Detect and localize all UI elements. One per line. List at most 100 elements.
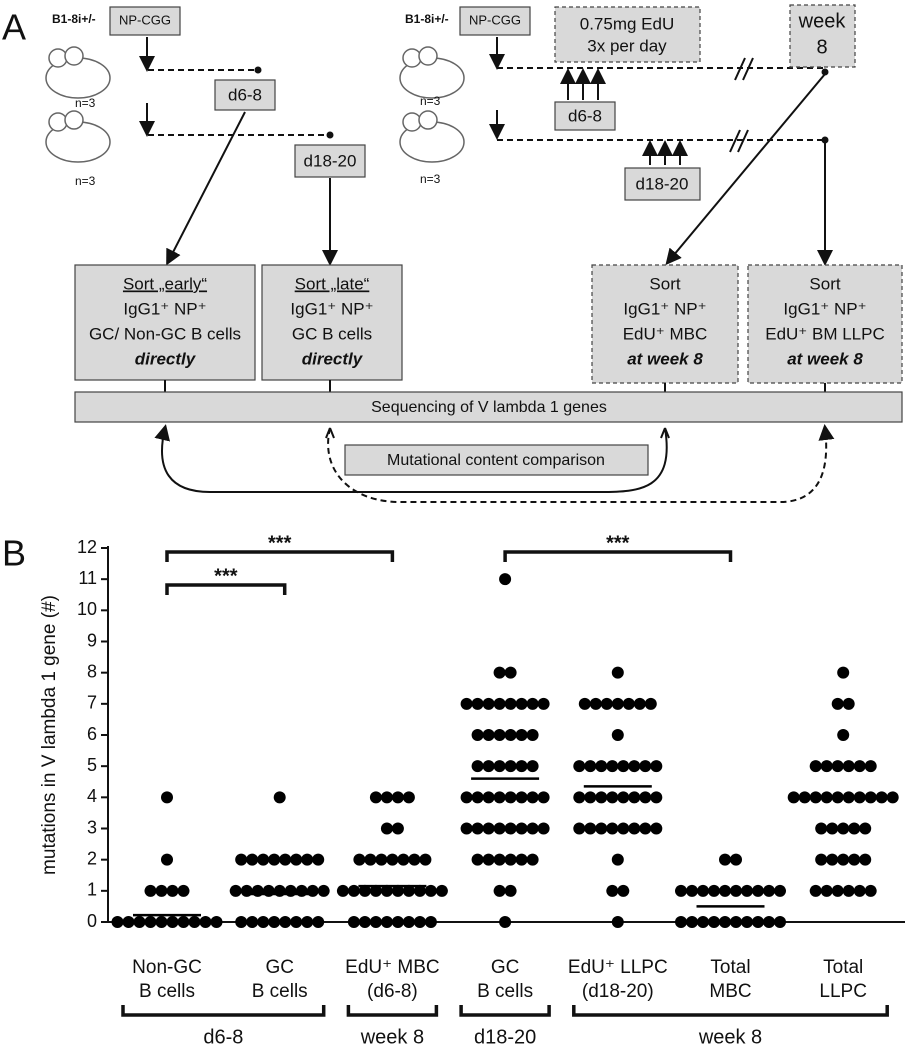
- dot: [369, 791, 382, 804]
- dot: [798, 791, 811, 804]
- dot: [617, 760, 630, 773]
- immunization: NP-CGG: [469, 12, 521, 27]
- dot: [161, 853, 173, 866]
- dot: [482, 853, 495, 866]
- group-bracket: [346, 1005, 439, 1017]
- dot: [210, 916, 223, 928]
- n: n=3: [75, 96, 96, 110]
- dot: [719, 916, 731, 928]
- panel-b: B mutations in V lambda 1 gene (#) 01234…: [2, 532, 905, 1048]
- sort-line: directly: [302, 349, 364, 368]
- dot: [493, 884, 506, 897]
- dot: [697, 916, 709, 928]
- dot: [493, 666, 506, 679]
- dot: [826, 822, 839, 835]
- dot: [391, 884, 404, 897]
- dot: [589, 697, 602, 710]
- group-label: week 8: [360, 1026, 424, 1048]
- significance-label: ***: [268, 532, 292, 554]
- dot: [471, 697, 484, 710]
- dot: [573, 791, 586, 804]
- dot: [675, 916, 687, 928]
- dot: [482, 822, 495, 835]
- dot: [257, 853, 270, 866]
- dot: [504, 853, 517, 866]
- dot: [402, 791, 415, 804]
- strain: B1-8i+/-: [405, 12, 449, 26]
- dot: [611, 666, 624, 679]
- dot: [837, 729, 850, 741]
- dot: [386, 853, 399, 866]
- sort-line: Sort: [809, 274, 840, 293]
- dot: [639, 791, 652, 804]
- x-tick-label: GC: [491, 957, 520, 978]
- dot: [730, 853, 742, 866]
- dot: [730, 916, 742, 928]
- dot: [537, 697, 550, 710]
- dot: [408, 853, 421, 866]
- dot: [741, 884, 753, 897]
- dot: [595, 760, 608, 773]
- week: 8: [816, 36, 827, 58]
- n: n=3: [420, 94, 441, 108]
- sort-box: [747, 264, 903, 384]
- dot: [837, 666, 850, 679]
- dot: [290, 853, 303, 866]
- dot: [471, 729, 484, 741]
- n: n=3: [420, 172, 441, 186]
- dot: [515, 791, 528, 804]
- dot: [650, 822, 663, 835]
- dot: [504, 791, 517, 804]
- dot: [515, 822, 528, 835]
- dot: [584, 822, 597, 835]
- dot: [402, 916, 415, 928]
- dot: [246, 916, 259, 928]
- dot: [864, 760, 877, 773]
- dot: [493, 729, 506, 741]
- sort-line: GC B cells: [292, 324, 372, 343]
- dot: [628, 760, 641, 773]
- dot: [573, 822, 586, 835]
- group-bracket: [121, 1005, 326, 1017]
- dot: [413, 916, 426, 928]
- dot: [424, 884, 437, 897]
- sort-box: [261, 264, 403, 381]
- dot: [155, 884, 168, 897]
- dot: [526, 697, 539, 710]
- dot: [279, 916, 292, 928]
- sort-line: Sort „early“: [123, 274, 207, 293]
- y-tick-label: 0: [87, 911, 97, 931]
- dot: [273, 791, 286, 804]
- y-tick-label: 1: [87, 880, 97, 900]
- x-tick-label: B cells: [252, 981, 308, 1002]
- dot: [815, 853, 828, 866]
- significance-label: ***: [606, 532, 630, 554]
- dot: [831, 760, 844, 773]
- dot: [188, 916, 201, 928]
- x-tick-label: Non-GC: [132, 957, 202, 978]
- dot: [504, 760, 517, 773]
- dot: [504, 822, 517, 835]
- dot: [460, 822, 473, 835]
- dot: [848, 822, 861, 835]
- dot: [526, 822, 539, 835]
- x-tick-label: (d6-8): [367, 981, 418, 1002]
- y-tick-label: 5: [87, 755, 97, 775]
- dot: [317, 884, 330, 897]
- strain: B1-8i+/-: [52, 12, 96, 26]
- dot: [826, 853, 839, 866]
- dot: [537, 791, 550, 804]
- sort-line: Sort: [649, 274, 680, 293]
- dot: [837, 853, 850, 866]
- group-bracket: [572, 1005, 889, 1017]
- dot: [730, 884, 742, 897]
- dot: [493, 760, 506, 773]
- immunization-box: [459, 6, 531, 36]
- dot: [155, 916, 168, 928]
- dot: [611, 853, 624, 866]
- dot: [358, 884, 371, 897]
- dot: [708, 884, 720, 897]
- dot: [471, 853, 484, 866]
- dot: [853, 884, 866, 897]
